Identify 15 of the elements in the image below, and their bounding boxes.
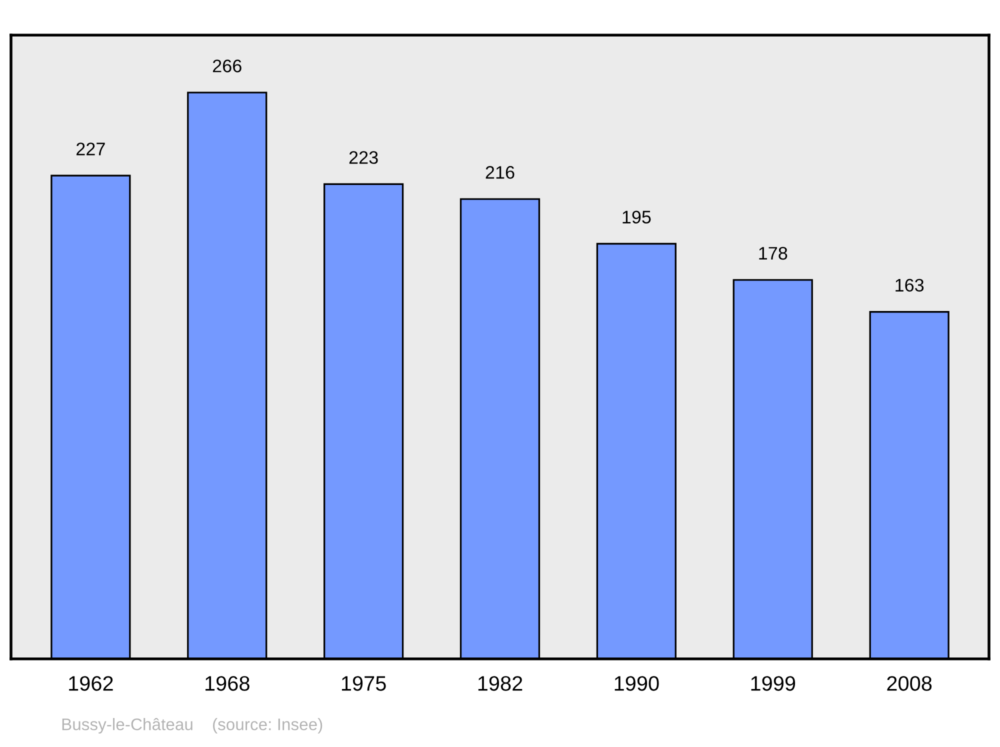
text: Bussy-le-Château (source: Insee) [62,718,322,734]
x-tick-label: 1990 [614,676,659,691]
x-tick-label: 1962 [69,676,113,691]
data-label: 227 [76,142,105,156]
data-label: 195 [622,210,651,224]
data-label: 223 [349,151,378,164]
data-label: 178 [759,246,788,260]
data-label: 163 [896,278,924,292]
x-tick-label: 1975 [342,676,386,691]
x-tick-label: 1999 [751,676,796,691]
x-tick-label: 1982 [478,676,522,691]
data-label: 266 [212,60,242,72]
data-label: 216 [486,166,514,179]
x-tick-label: 2008 [887,676,932,691]
x-tick-label: 1968 [206,676,250,691]
